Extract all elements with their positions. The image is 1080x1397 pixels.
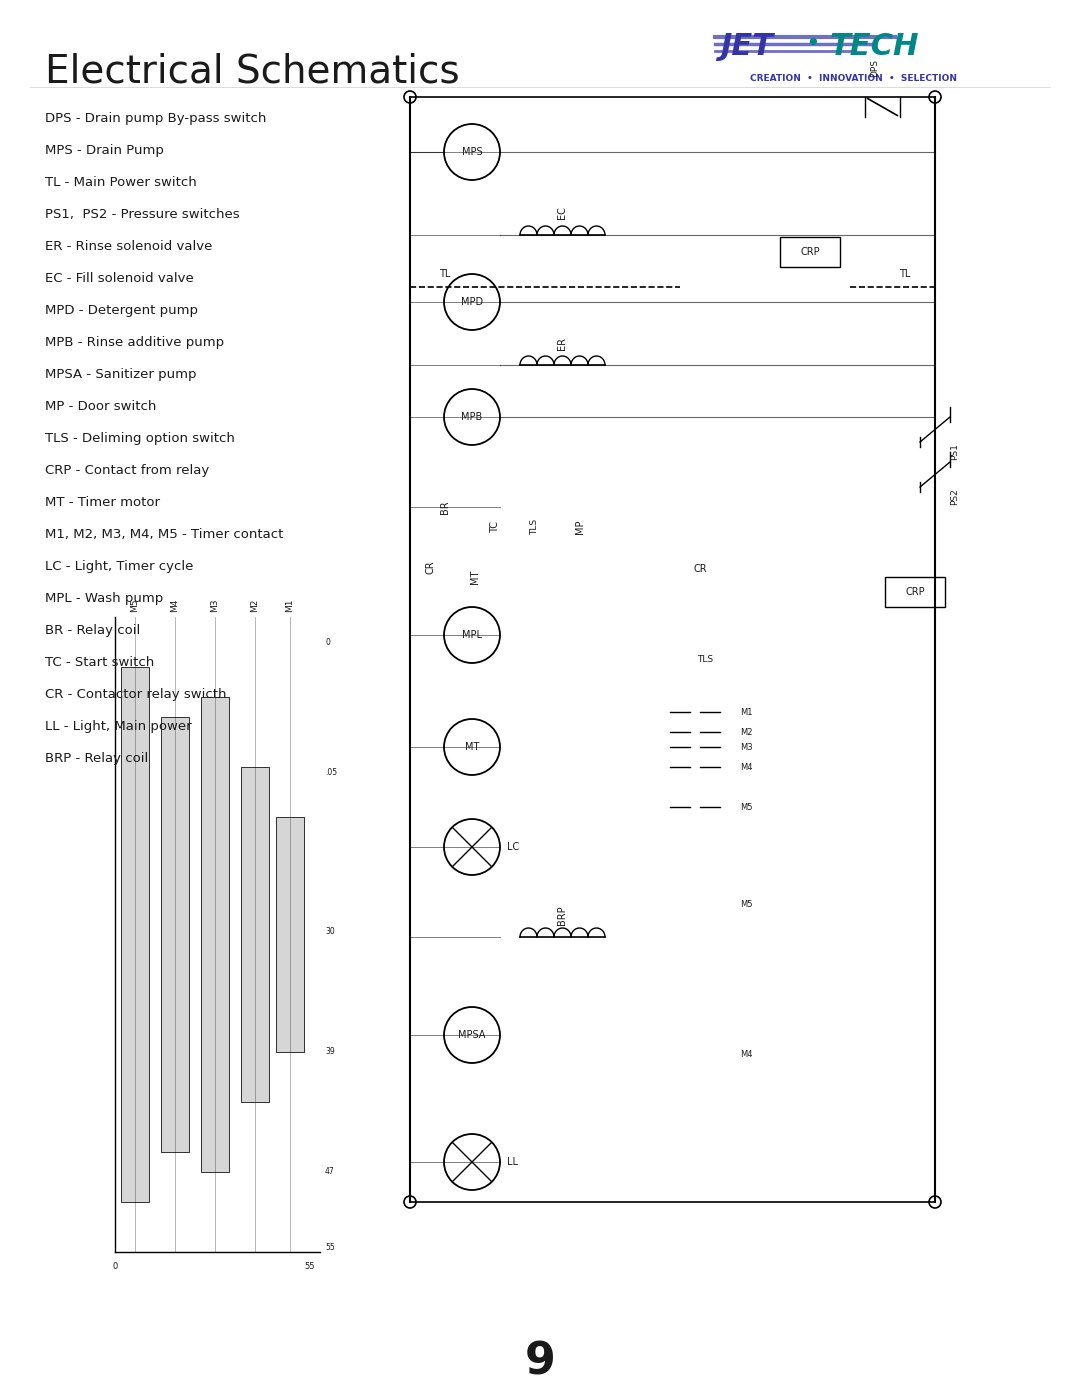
Text: CR: CR	[426, 560, 435, 574]
Text: M5: M5	[740, 802, 753, 812]
Text: LL: LL	[507, 1157, 518, 1166]
Text: Electrical Schematics: Electrical Schematics	[45, 52, 460, 89]
Text: EC - Fill solenoid valve: EC - Fill solenoid valve	[45, 272, 193, 285]
Text: TLS: TLS	[530, 518, 540, 535]
Bar	[121, 666, 149, 1201]
Text: M2: M2	[251, 599, 259, 612]
Bar	[276, 817, 303, 1052]
Text: BR - Relay coil: BR - Relay coil	[45, 624, 140, 637]
Text: MT: MT	[470, 570, 480, 584]
Text: MT: MT	[464, 742, 480, 752]
Text: •: •	[805, 32, 820, 56]
Text: PS1: PS1	[950, 444, 959, 461]
Text: MPD: MPD	[461, 298, 483, 307]
Text: MPS - Drain Pump: MPS - Drain Pump	[45, 144, 164, 156]
Text: 55: 55	[305, 1261, 315, 1271]
Text: M4: M4	[740, 763, 753, 771]
Text: M2: M2	[740, 728, 753, 736]
Text: LL - Light, Main power: LL - Light, Main power	[45, 719, 191, 733]
Bar	[780, 237, 840, 267]
Text: CRP: CRP	[905, 587, 924, 597]
Text: ER - Rinse solenoid valve: ER - Rinse solenoid valve	[45, 240, 213, 253]
Text: JET: JET	[720, 32, 773, 61]
Bar	[161, 717, 189, 1153]
Bar	[241, 767, 269, 1102]
Text: M5: M5	[131, 598, 139, 612]
Text: 0: 0	[325, 637, 329, 647]
Text: DPS - Drain pump By-pass switch: DPS - Drain pump By-pass switch	[45, 112, 267, 124]
Text: TC: TC	[490, 521, 500, 534]
Text: BRP: BRP	[557, 905, 567, 925]
Text: M4: M4	[740, 1051, 753, 1059]
Text: 9: 9	[525, 1341, 555, 1383]
Text: EC: EC	[557, 207, 567, 219]
Text: LC - Light, Timer cycle: LC - Light, Timer cycle	[45, 560, 193, 573]
Text: 0: 0	[112, 1261, 118, 1271]
Text: TL: TL	[440, 270, 450, 279]
Text: 39: 39	[325, 1048, 335, 1056]
Bar	[885, 577, 945, 608]
Text: 55: 55	[325, 1242, 335, 1252]
Text: M3: M3	[740, 742, 753, 752]
Text: CR - Contactor relay swicth: CR - Contactor relay swicth	[45, 687, 227, 701]
Text: CRP: CRP	[800, 247, 820, 257]
Text: M4: M4	[171, 599, 179, 612]
Text: M1: M1	[285, 598, 295, 612]
Text: TC - Start switch: TC - Start switch	[45, 657, 154, 669]
Text: MPL - Wash pump: MPL - Wash pump	[45, 592, 163, 605]
Text: BRP - Relay coil: BRP - Relay coil	[45, 752, 148, 766]
Text: MP - Door switch: MP - Door switch	[45, 400, 157, 414]
Text: MPB - Rinse additive pump: MPB - Rinse additive pump	[45, 337, 225, 349]
Text: M3: M3	[211, 598, 219, 612]
Text: .05: .05	[325, 767, 337, 777]
Text: M1: M1	[740, 707, 753, 717]
Text: MPS: MPS	[461, 147, 483, 156]
Text: MT - Timer motor: MT - Timer motor	[45, 496, 160, 509]
Text: M1, M2, M3, M4, M5 - Timer contact: M1, M2, M3, M4, M5 - Timer contact	[45, 528, 283, 541]
Text: MPD - Detergent pump: MPD - Detergent pump	[45, 305, 198, 317]
Text: TLS: TLS	[697, 655, 713, 664]
Bar	[201, 697, 229, 1172]
Text: 30: 30	[325, 928, 335, 936]
Text: PS2: PS2	[950, 489, 959, 506]
Text: CR: CR	[693, 564, 706, 574]
Text: CRP - Contact from relay: CRP - Contact from relay	[45, 464, 210, 476]
Text: PS1,  PS2 - Pressure switches: PS1, PS2 - Pressure switches	[45, 208, 240, 221]
Text: M5: M5	[740, 900, 753, 909]
Text: TL: TL	[900, 270, 910, 279]
Text: TLS - Deliming option switch: TLS - Deliming option switch	[45, 432, 234, 446]
Text: MP: MP	[575, 520, 585, 534]
Text: MPB: MPB	[461, 412, 483, 422]
Text: MPL: MPL	[462, 630, 482, 640]
Text: CREATION  •  INNOVATION  •  SELECTION: CREATION • INNOVATION • SELECTION	[750, 74, 957, 82]
Text: ER: ER	[557, 337, 567, 349]
Text: BR: BR	[440, 500, 450, 514]
Text: DPS: DPS	[870, 59, 879, 77]
Text: LC: LC	[507, 842, 519, 852]
Text: MPSA - Sanitizer pump: MPSA - Sanitizer pump	[45, 367, 197, 381]
Text: TECH: TECH	[831, 32, 919, 61]
Text: MPSA: MPSA	[458, 1030, 486, 1039]
Text: TL - Main Power switch: TL - Main Power switch	[45, 176, 197, 189]
Text: 47: 47	[325, 1168, 335, 1176]
